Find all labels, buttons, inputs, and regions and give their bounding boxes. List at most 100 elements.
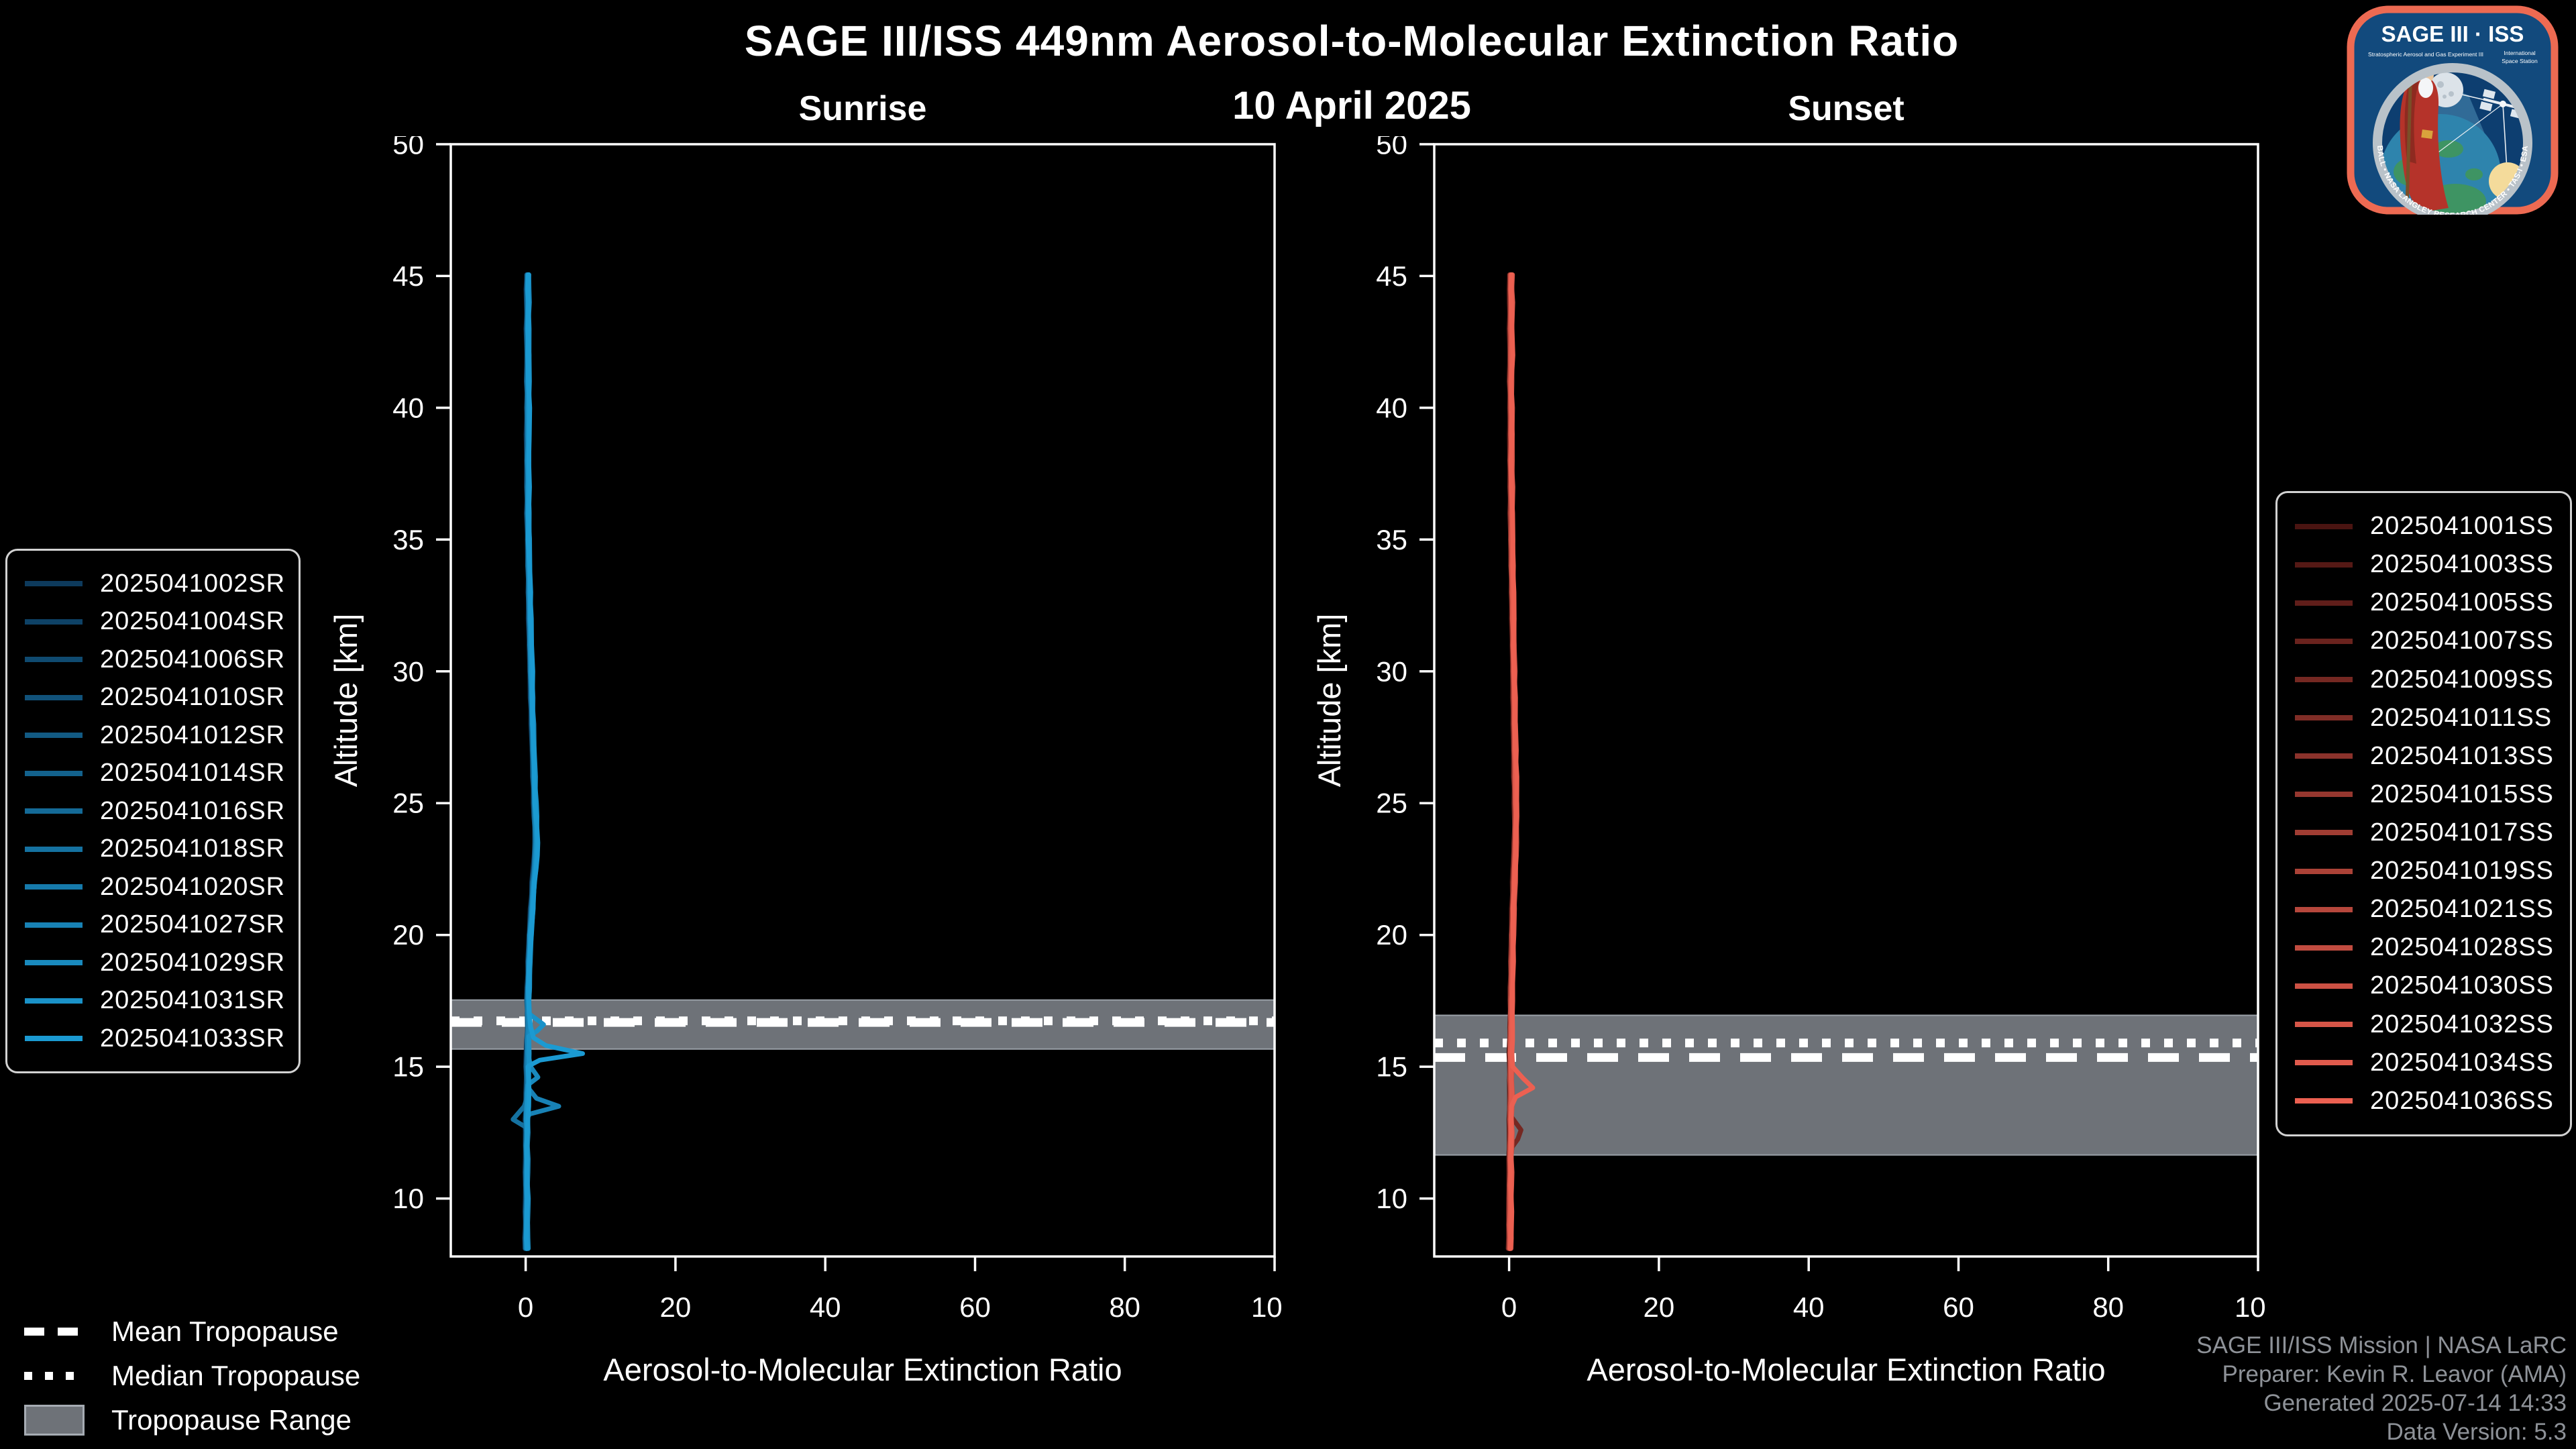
legend-line-swatch bbox=[2295, 945, 2353, 951]
legend-item: 2025041031SR bbox=[25, 986, 292, 1015]
legend-line-swatch bbox=[2295, 638, 2353, 644]
sage-iii-iss-logo: SAGE III · ISS Stratospheric Aerosol and… bbox=[2347, 5, 2559, 215]
legend-line-swatch bbox=[25, 619, 83, 625]
svg-text:10: 10 bbox=[1376, 1183, 1407, 1214]
sunrise-plot: 10 15 20 25 30 35 40 45 50 0 20 40 60 80 100 Aerosol-to… bbox=[328, 136, 1283, 1387]
legend-item: 2025041007SS bbox=[2295, 627, 2563, 655]
legend-line-swatch bbox=[2295, 600, 2353, 606]
y-axis: 10 15 20 25 30 35 40 45 50 bbox=[392, 136, 451, 1214]
svg-text:20: 20 bbox=[660, 1291, 692, 1323]
legend-item: 2025041005SS bbox=[2295, 588, 2563, 617]
legend-event-id: 2025041015SS bbox=[2370, 780, 2555, 808]
svg-text:25: 25 bbox=[1376, 788, 1407, 819]
legend-item: 2025041029SR bbox=[25, 949, 292, 977]
svg-text:20: 20 bbox=[1644, 1291, 1675, 1323]
staff bbox=[2405, 72, 2413, 209]
logo-title: SAGE III · ISS bbox=[2381, 21, 2524, 46]
svg-text:20: 20 bbox=[1376, 919, 1407, 951]
legend-line-swatch bbox=[2295, 830, 2353, 836]
legend-item: 2025041010SR bbox=[25, 683, 292, 712]
svg-text:30: 30 bbox=[392, 655, 424, 687]
legend-item: 2025041011SS bbox=[2295, 704, 2563, 733]
legend-event-id: 2025041030SS bbox=[2370, 971, 2555, 1000]
svg-text:35: 35 bbox=[1376, 524, 1407, 555]
legend-event-id: 2025041016SR bbox=[100, 796, 286, 825]
svg-text:60: 60 bbox=[1943, 1291, 1974, 1323]
sunset-event-legend: 2025041001SS 2025041003SS 2025041005SS 2025… bbox=[2275, 491, 2572, 1136]
panel-title-sunrise: Sunrise bbox=[798, 89, 927, 128]
legend-event-id: 2025041014SR bbox=[100, 759, 286, 787]
legend-event-id: 2025041006SR bbox=[100, 645, 286, 674]
legend-line-swatch bbox=[25, 846, 83, 852]
y-axis-label: Altitude [km] bbox=[1311, 614, 1347, 788]
svg-text:45: 45 bbox=[1376, 260, 1407, 292]
panel-title-sunset: Sunset bbox=[1788, 89, 1904, 128]
y-axis: 10 15 20 25 30 35 40 45 50 bbox=[1376, 136, 1434, 1214]
logo-intl-line2: Space Station bbox=[2502, 58, 2538, 64]
legend-line-swatch bbox=[2295, 906, 2353, 912]
svg-text:50: 50 bbox=[1376, 136, 1407, 160]
x-axis-label: Aerosol-to-Molecular Extinction Ratio bbox=[1587, 1352, 2105, 1387]
legend-item: 2025041012SR bbox=[25, 721, 292, 750]
legend-event-id: 2025041018SR bbox=[100, 835, 286, 863]
legend-item: 2025041033SR bbox=[25, 1024, 292, 1053]
tropopause-range-band bbox=[1434, 1014, 2258, 1156]
legend-line-swatch bbox=[25, 1036, 83, 1041]
svg-text:10: 10 bbox=[392, 1183, 424, 1214]
legend-event-id: 2025041031SR bbox=[100, 986, 286, 1014]
legend-item: 2025041034SS bbox=[2295, 1049, 2563, 1077]
legend-event-id: 2025041029SR bbox=[100, 948, 286, 977]
legend-event-id: 2025041036SS bbox=[2370, 1086, 2555, 1115]
svg-text:80: 80 bbox=[1109, 1291, 1140, 1323]
legend-event-id: 2025041012SR bbox=[100, 720, 286, 749]
svg-text:100: 100 bbox=[1251, 1291, 1283, 1323]
profile-line-2025041033SR bbox=[524, 272, 585, 1251]
y-axis-label: Altitude [km] bbox=[328, 614, 364, 788]
legend-line-swatch bbox=[2295, 792, 2353, 798]
profile-line-2025041036SS bbox=[1508, 272, 1536, 1251]
svg-text:45: 45 bbox=[392, 260, 424, 292]
legend-line-swatch bbox=[2295, 1098, 2353, 1104]
legend-event-id: 2025041032SS bbox=[2370, 1010, 2555, 1038]
x-axis: 0 20 40 60 80 100 bbox=[1501, 1256, 2266, 1323]
legend-line-swatch bbox=[25, 808, 83, 814]
figure-date: 10 April 2025 bbox=[1232, 84, 1471, 127]
tropopause-legend-label: Mean Tropopause bbox=[111, 1316, 339, 1347]
legend-item: 2025041017SS bbox=[2295, 818, 2563, 847]
svg-text:25: 25 bbox=[392, 788, 424, 819]
svg-text:35: 35 bbox=[392, 524, 424, 555]
plot-frame bbox=[449, 143, 1276, 1258]
legend-event-id: 2025041011SS bbox=[2370, 703, 2553, 732]
legend-item: 2025041013SS bbox=[2295, 742, 2563, 771]
legend-event-id: 2025041021SS bbox=[2370, 895, 2555, 924]
legend-event-id: 2025041034SS bbox=[2370, 1048, 2555, 1077]
logo-ring bbox=[2373, 63, 2532, 215]
legend-line-swatch bbox=[25, 884, 83, 890]
legend-event-id: 2025041001SS bbox=[2370, 512, 2555, 541]
legend-event-id: 2025041013SS bbox=[2370, 741, 2555, 770]
legend-line-swatch bbox=[25, 960, 83, 965]
legend-event-id: 2025041004SR bbox=[100, 607, 286, 635]
legend-line-swatch bbox=[2295, 753, 2353, 759]
svg-text:60: 60 bbox=[959, 1291, 991, 1323]
legend-item: 2025041036SS bbox=[2295, 1087, 2563, 1116]
x-axis-label: Aerosol-to-Molecular Extinction Ratio bbox=[603, 1352, 1122, 1387]
dashed-swatch bbox=[24, 1328, 85, 1336]
legend-item: 2025041015SS bbox=[2295, 780, 2563, 809]
svg-text:30: 30 bbox=[1376, 655, 1407, 687]
svg-text:15: 15 bbox=[1376, 1051, 1407, 1083]
legend-line-swatch bbox=[2295, 677, 2353, 683]
legend-item: 2025041028SS bbox=[2295, 933, 2563, 962]
legend-line-swatch bbox=[2295, 868, 2353, 874]
legend-item: 2025041006SR bbox=[25, 645, 292, 674]
legend-item: 2025041021SS bbox=[2295, 895, 2563, 924]
tropopause-legend: Mean Tropopause Median Tropopause Tropopau… bbox=[24, 1313, 360, 1438]
legend-item: 2025041018SR bbox=[25, 835, 292, 863]
svg-text:0: 0 bbox=[1501, 1291, 1517, 1323]
legend-item: 2025041032SS bbox=[2295, 1010, 2563, 1039]
footer-line: Generated 2025-07-14 14:33 bbox=[2263, 1390, 2567, 1416]
footer-line: Data Version: 5.3 bbox=[2386, 1419, 2567, 1445]
footer-line: Preparer: Kevin R. Leavor (AMA) bbox=[2222, 1361, 2567, 1387]
beard bbox=[2418, 78, 2433, 98]
